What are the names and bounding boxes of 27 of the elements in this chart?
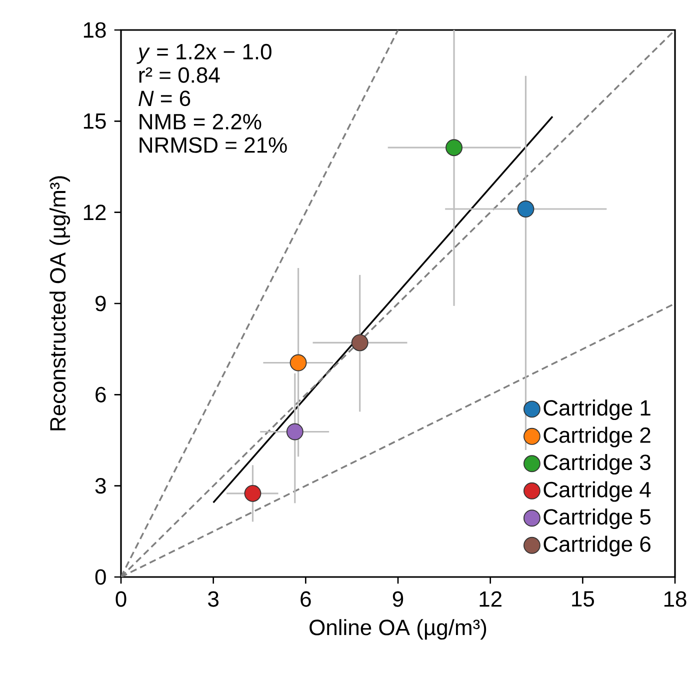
y-tick-label: 6 [96, 386, 106, 402]
x-tick-label: 9 [392, 591, 404, 607]
annotation: NRMSD = 21% [140, 137, 287, 153]
y-tick-label: 15 [84, 113, 106, 129]
x-tick-label: 18 [664, 591, 686, 607]
legend-label: Cartridge 2 [544, 426, 650, 448]
y-tick-label: 9 [96, 296, 106, 312]
x-tick-label: 3 [208, 591, 218, 607]
legend-label: Cartridge 5 [544, 508, 650, 530]
legend-label: Cartridge 1 [544, 400, 650, 420]
y-tick-label: 0 [95, 569, 106, 585]
y-tick-label: 18 [84, 22, 106, 38]
annotation: y = 1.2x − 1.0 [136, 44, 272, 64]
annotation: r² = 0.84 [139, 67, 220, 83]
annotation: NMB = 2.2% [140, 114, 262, 130]
x-axis-title: Online OA (µg/m³) [310, 619, 486, 640]
x-tick-label: 0 [116, 591, 126, 607]
annotation: N = 6 [138, 90, 190, 106]
x-tick-label: 15 [572, 591, 594, 607]
y-axis-title: Reconstructed OA (µg/m³) [50, 176, 70, 430]
legend-label: Cartridge 3 [544, 454, 650, 475]
legend-label: Cartridge 6 [544, 536, 650, 556]
y-tick-label: 3 [95, 478, 106, 494]
legend-label: Cartridge 4 [544, 481, 651, 502]
x-tick-label: 12 [480, 591, 502, 607]
x-tick-label: 6 [300, 591, 311, 607]
y-tick-label: 12 [84, 204, 106, 220]
